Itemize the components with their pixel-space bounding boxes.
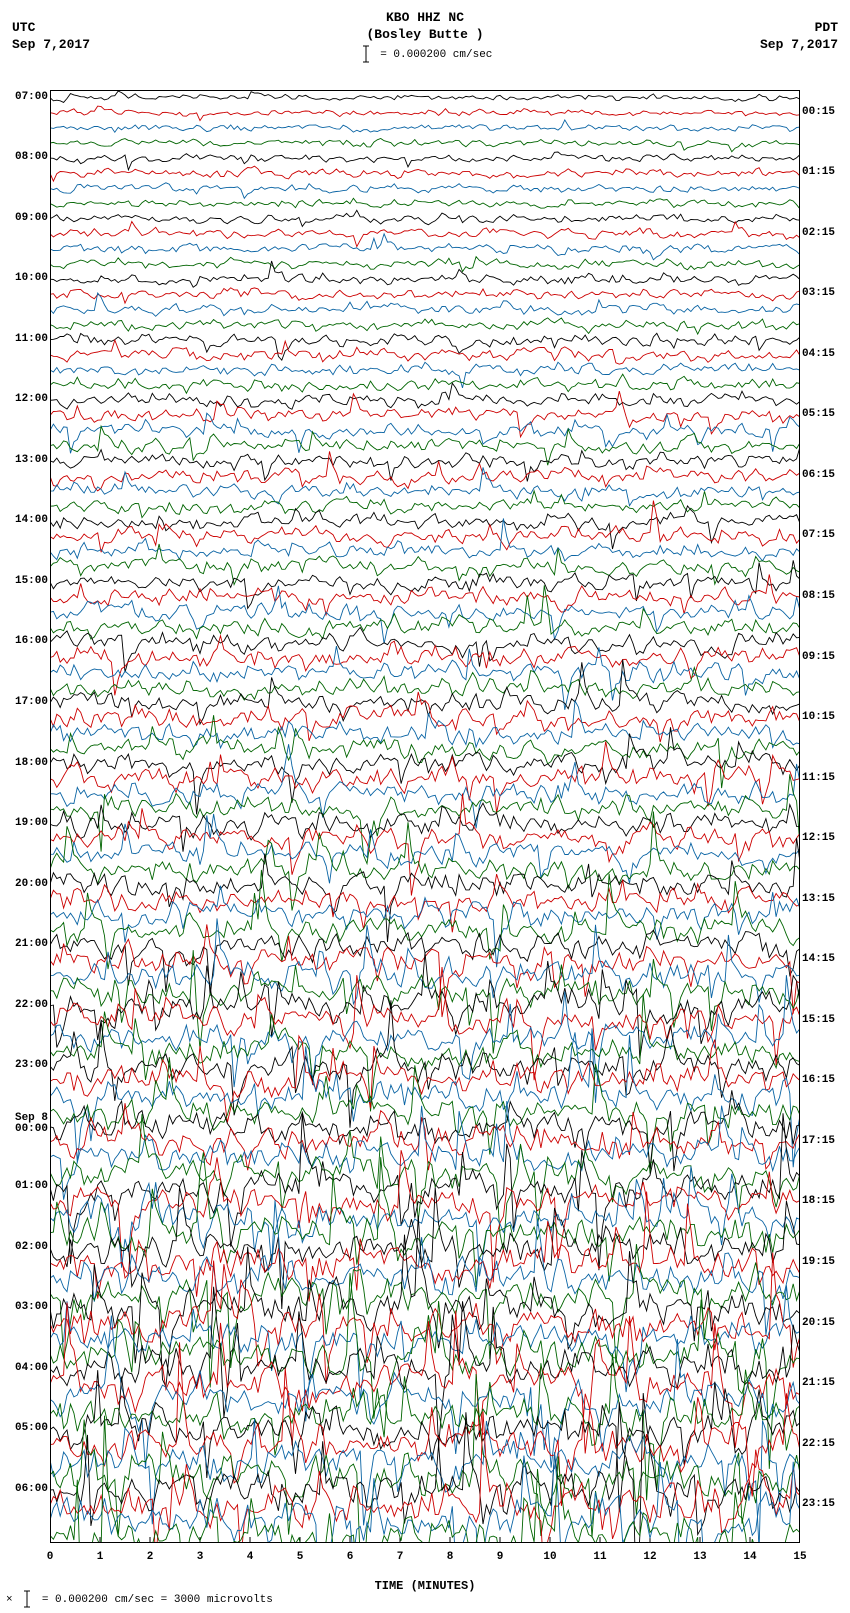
x-tick-label: 1	[97, 1551, 104, 1563]
title-block: KBO HHZ NC (Bosley Butte ) = 0.000200 cm…	[0, 0, 850, 64]
tz-left-block: UTC Sep 7,2017	[12, 20, 90, 54]
header-scale-text: = 0.000200 cm/sec	[380, 49, 492, 61]
y-left-label: 04:00	[15, 1363, 48, 1374]
y-right-label: 16:15	[802, 1075, 835, 1086]
footer-scale-text: = 0.000200 cm/sec = 3000 microvolts	[42, 1594, 273, 1606]
y-right-label: 21:15	[802, 1378, 835, 1389]
y-axis-right-labels: 00:15 01:15 02:15 03:15 04:15 05:15 06:15 07:15…	[800, 90, 848, 1543]
y-right-label: 19:15	[802, 1257, 835, 1268]
y-left-label: 19:00	[15, 818, 48, 829]
footer-scale: × = 0.000200 cm/sec = 3000 microvolts	[6, 1589, 273, 1609]
y-left-label-special: Sep 800:00	[15, 1113, 48, 1135]
y-right-label: 23:15	[802, 1499, 835, 1510]
y-right-label: 04:15	[802, 349, 835, 360]
x-tick-label: 6	[347, 1551, 354, 1563]
x-tick-label: 11	[593, 1551, 606, 1563]
y-left-label: 10:00	[15, 273, 48, 284]
tz-right-name: PDT	[760, 20, 838, 37]
y-right-label: 17:15	[802, 1136, 835, 1147]
x-tick-label: 2	[147, 1551, 154, 1563]
footer-mark: ×	[6, 1594, 13, 1606]
y-right-label: 11:15	[802, 773, 835, 784]
y-left-label: 18:00	[15, 758, 48, 769]
y-right-label: 20:15	[802, 1318, 835, 1329]
x-tick-label: 7	[397, 1551, 404, 1563]
x-tick-label: 4	[247, 1551, 254, 1563]
y-right-label: 10:15	[802, 712, 835, 723]
y-right-label: 13:15	[802, 894, 835, 905]
y-right-label: 01:15	[802, 167, 835, 178]
header-scale: = 0.000200 cm/sec	[0, 44, 850, 64]
y-right-label: 12:15	[802, 833, 835, 844]
y-left-label: 08:00	[15, 152, 48, 163]
y-right-label: 06:15	[802, 470, 835, 481]
x-tick-label: 13	[693, 1551, 706, 1563]
y-right-label: 05:15	[802, 409, 835, 420]
y-left-label: 12:00	[15, 394, 48, 405]
seismogram-page: UTC Sep 7,2017 KBO HHZ NC (Bosley Butte …	[0, 0, 850, 1613]
header: UTC Sep 7,2017 KBO HHZ NC (Bosley Butte …	[0, 0, 850, 90]
x-tick-label: 3	[197, 1551, 204, 1563]
y-right-label: 00:15	[802, 107, 835, 118]
y-left-label: 20:00	[15, 879, 48, 890]
y-right-label: 14:15	[802, 954, 835, 965]
scale-bar-icon	[362, 44, 370, 64]
y-right-label: 08:15	[802, 591, 835, 602]
tz-left-name: UTC	[12, 20, 90, 37]
tz-right-block: PDT Sep 7,2017	[760, 20, 838, 54]
x-tick-label: 14	[743, 1551, 756, 1563]
y-left-label: 09:00	[15, 213, 48, 224]
y-left-label: 11:00	[15, 334, 48, 345]
y-right-label: 18:15	[802, 1196, 835, 1207]
y-left-label: 14:00	[15, 515, 48, 526]
x-tick-label: 9	[497, 1551, 504, 1563]
y-right-label: 22:15	[802, 1439, 835, 1450]
x-tick-label: 0	[47, 1551, 54, 1563]
y-left-label: 01:00	[15, 1181, 48, 1192]
x-tick-label: 15	[793, 1551, 806, 1563]
y-right-label: 09:15	[802, 652, 835, 663]
y-left-label: 21:00	[15, 939, 48, 950]
y-left-label: 15:00	[15, 576, 48, 587]
y-left-label: 07:00	[15, 92, 48, 103]
y-axis-left-labels: 07:00 08:00 09:00 10:00 11:00 12:00 13:00 14:00…	[2, 90, 50, 1543]
y-left-label: 03:00	[15, 1302, 48, 1313]
y-right-label: 15:15	[802, 1015, 835, 1026]
x-tick-label: 10	[543, 1551, 556, 1563]
y-left-label: 13:00	[15, 455, 48, 466]
y-left-label: 23:00	[15, 1060, 48, 1071]
x-tick-label: 12	[643, 1551, 656, 1563]
station-title: KBO HHZ NC	[0, 10, 850, 27]
y-right-label: 02:15	[802, 228, 835, 239]
y-left-label: 05:00	[15, 1423, 48, 1434]
x-tick-label: 5	[297, 1551, 304, 1563]
y-left-label: 17:00	[15, 697, 48, 708]
footer-scale-bar-icon	[23, 1589, 31, 1609]
y-right-label: 07:15	[802, 530, 835, 541]
seismogram-plot-area	[50, 90, 800, 1543]
seismogram-svg	[50, 90, 800, 1543]
x-tick-label: 8	[447, 1551, 454, 1563]
y-left-label: 06:00	[15, 1484, 48, 1495]
y-left-label: 16:00	[15, 636, 48, 647]
tz-left-date: Sep 7,2017	[12, 37, 90, 54]
y-right-label: 03:15	[802, 288, 835, 299]
tz-right-date: Sep 7,2017	[760, 37, 838, 54]
station-subtitle: (Bosley Butte )	[0, 27, 850, 44]
y-left-label: 22:00	[15, 1000, 48, 1011]
y-left-label: 02:00	[15, 1242, 48, 1253]
x-axis-labels: 0123456789101112131415	[50, 1551, 800, 1581]
